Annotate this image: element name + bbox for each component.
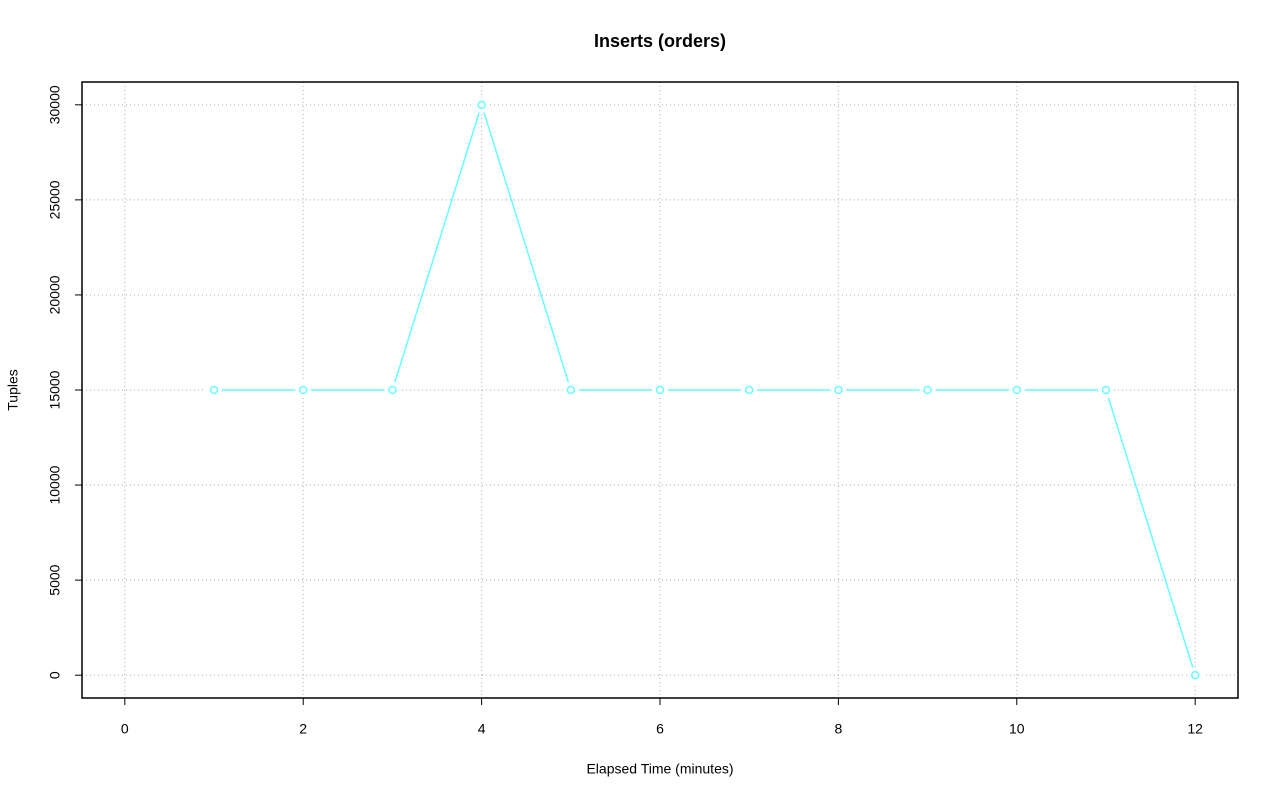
point: [566, 385, 576, 395]
point: [655, 385, 665, 395]
point: [1101, 385, 1111, 395]
point: [830, 382, 847, 398]
y-axis-label: Tuples: [5, 369, 21, 411]
y-tick-label: 0: [47, 671, 63, 679]
point: [1008, 382, 1025, 398]
x-tick-label: 4: [478, 721, 486, 737]
line: [214, 102, 1196, 676]
x-tick-label: 12: [1187, 721, 1203, 737]
point: [1012, 385, 1022, 395]
point: [834, 385, 843, 395]
x-tick-label: 6: [656, 721, 664, 737]
x-tick-label: 8: [834, 721, 842, 737]
point: [209, 385, 219, 395]
x-tick-label: 10: [1009, 721, 1025, 737]
point: [1097, 382, 1114, 398]
chart-title: Inserts (orders): [594, 31, 726, 51]
point: [298, 385, 308, 395]
point: [384, 382, 401, 398]
point: [473, 96, 490, 113]
point: [741, 382, 758, 398]
x-tick-label: 0: [121, 721, 129, 737]
y-tick-label: 30000: [47, 85, 63, 124]
point: [562, 382, 579, 398]
point: [295, 382, 312, 398]
y-tick-label: 20000: [47, 275, 63, 314]
point: [388, 385, 397, 395]
point: [919, 382, 936, 398]
point: [923, 385, 932, 395]
point: [1187, 667, 1204, 684]
plot-frame: [81, 81, 1239, 699]
point: [1190, 670, 1200, 680]
x-tick-label: 2: [299, 721, 307, 737]
point: [477, 100, 486, 110]
x-axis-label: Elapsed Time (minutes): [586, 761, 733, 777]
point: [652, 382, 668, 398]
point: [744, 385, 754, 395]
y-tick-label: 5000: [47, 564, 63, 595]
y-tick-label: 15000: [47, 370, 63, 409]
y-tick-label: 10000: [47, 465, 63, 504]
y-tick-label: 25000: [47, 180, 63, 219]
point: [206, 382, 223, 398]
